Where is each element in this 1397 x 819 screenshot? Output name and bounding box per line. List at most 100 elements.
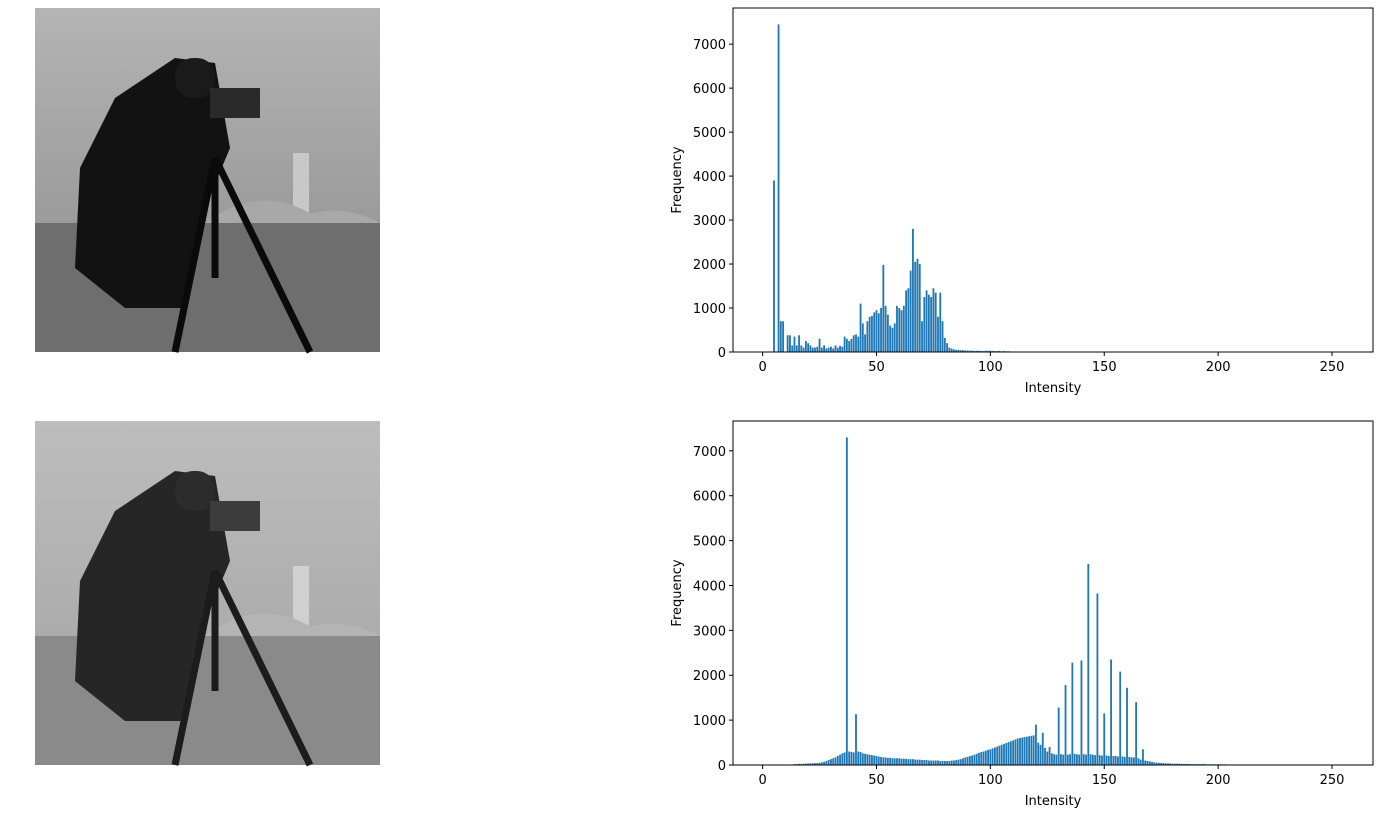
bar — [968, 350, 971, 352]
bar — [996, 746, 999, 765]
bar — [998, 350, 1001, 352]
bar — [1003, 743, 1005, 765]
bar — [905, 290, 908, 352]
bar — [804, 341, 807, 352]
bar — [978, 752, 980, 765]
bar — [1080, 660, 1083, 765]
y-tick-label: 6000 — [693, 490, 726, 505]
bar — [889, 757, 892, 765]
bar — [984, 750, 987, 765]
y-tick-label: 0 — [718, 759, 726, 774]
bar — [811, 763, 814, 765]
bar — [946, 343, 949, 352]
bar — [834, 345, 837, 352]
bar — [798, 763, 800, 765]
bar — [836, 347, 839, 352]
bar — [1021, 737, 1024, 765]
bar — [786, 335, 789, 352]
bar — [971, 350, 974, 352]
bar — [820, 762, 823, 765]
bar — [978, 350, 980, 352]
bar — [1144, 760, 1147, 765]
bar — [959, 350, 962, 352]
bar — [802, 347, 805, 352]
bar — [1025, 736, 1028, 765]
bar — [884, 757, 887, 765]
bar — [1046, 751, 1049, 765]
bar — [1183, 763, 1185, 765]
y-axis-label: Frequency — [670, 559, 685, 626]
bar — [918, 759, 921, 765]
bar — [852, 335, 855, 352]
bar — [855, 334, 857, 352]
bar — [1171, 763, 1174, 765]
bar — [850, 338, 853, 352]
bar — [823, 761, 826, 765]
bar — [807, 763, 810, 765]
bar — [1162, 763, 1165, 765]
bar — [880, 308, 882, 352]
bar — [1064, 685, 1067, 765]
bar — [964, 350, 967, 352]
bar — [877, 313, 880, 352]
bar — [814, 763, 816, 765]
bar — [1030, 735, 1033, 765]
bar — [1094, 755, 1097, 765]
bar — [1146, 760, 1149, 765]
bar — [964, 757, 967, 765]
bar — [889, 325, 892, 352]
bar — [793, 336, 796, 352]
bar — [973, 350, 976, 352]
bar — [861, 753, 864, 765]
bar — [1142, 749, 1144, 765]
bar — [839, 754, 841, 765]
bar — [873, 755, 876, 765]
bar — [927, 294, 930, 352]
bar — [1076, 754, 1078, 765]
bar — [791, 345, 794, 352]
bar — [957, 349, 960, 352]
bar — [779, 321, 782, 352]
bar — [800, 345, 803, 352]
bar — [968, 756, 971, 765]
bar — [811, 347, 814, 352]
bar — [966, 350, 969, 352]
bar — [907, 288, 910, 352]
bar — [1098, 755, 1101, 765]
bar — [1107, 756, 1110, 765]
bar — [845, 338, 848, 352]
bar — [893, 323, 896, 352]
bar — [816, 762, 819, 765]
y-tick-label: 4000 — [693, 579, 726, 594]
bar — [814, 347, 816, 352]
bar — [930, 760, 933, 765]
bar — [1135, 702, 1138, 765]
y-tick-label: 7000 — [693, 38, 726, 53]
bar — [864, 753, 867, 765]
bar — [845, 437, 848, 765]
bar — [875, 310, 878, 352]
bar — [1126, 687, 1128, 765]
bar — [987, 749, 989, 765]
bar — [1016, 738, 1019, 765]
bar — [852, 752, 855, 765]
bar — [823, 345, 826, 352]
bar — [820, 347, 823, 352]
bar — [843, 752, 846, 765]
bar — [900, 758, 903, 765]
x-tick-label: 250 — [1320, 773, 1345, 788]
bar — [859, 303, 862, 352]
bar — [1157, 762, 1160, 765]
bar — [921, 760, 923, 765]
bar — [868, 316, 871, 352]
bar — [868, 754, 871, 765]
bar — [1153, 762, 1156, 765]
bar — [843, 336, 846, 352]
bar — [1105, 755, 1108, 765]
bar — [802, 763, 805, 765]
bar — [939, 292, 942, 352]
axes-frame — [732, 420, 1374, 766]
bar — [962, 350, 964, 352]
bar — [1037, 742, 1040, 765]
